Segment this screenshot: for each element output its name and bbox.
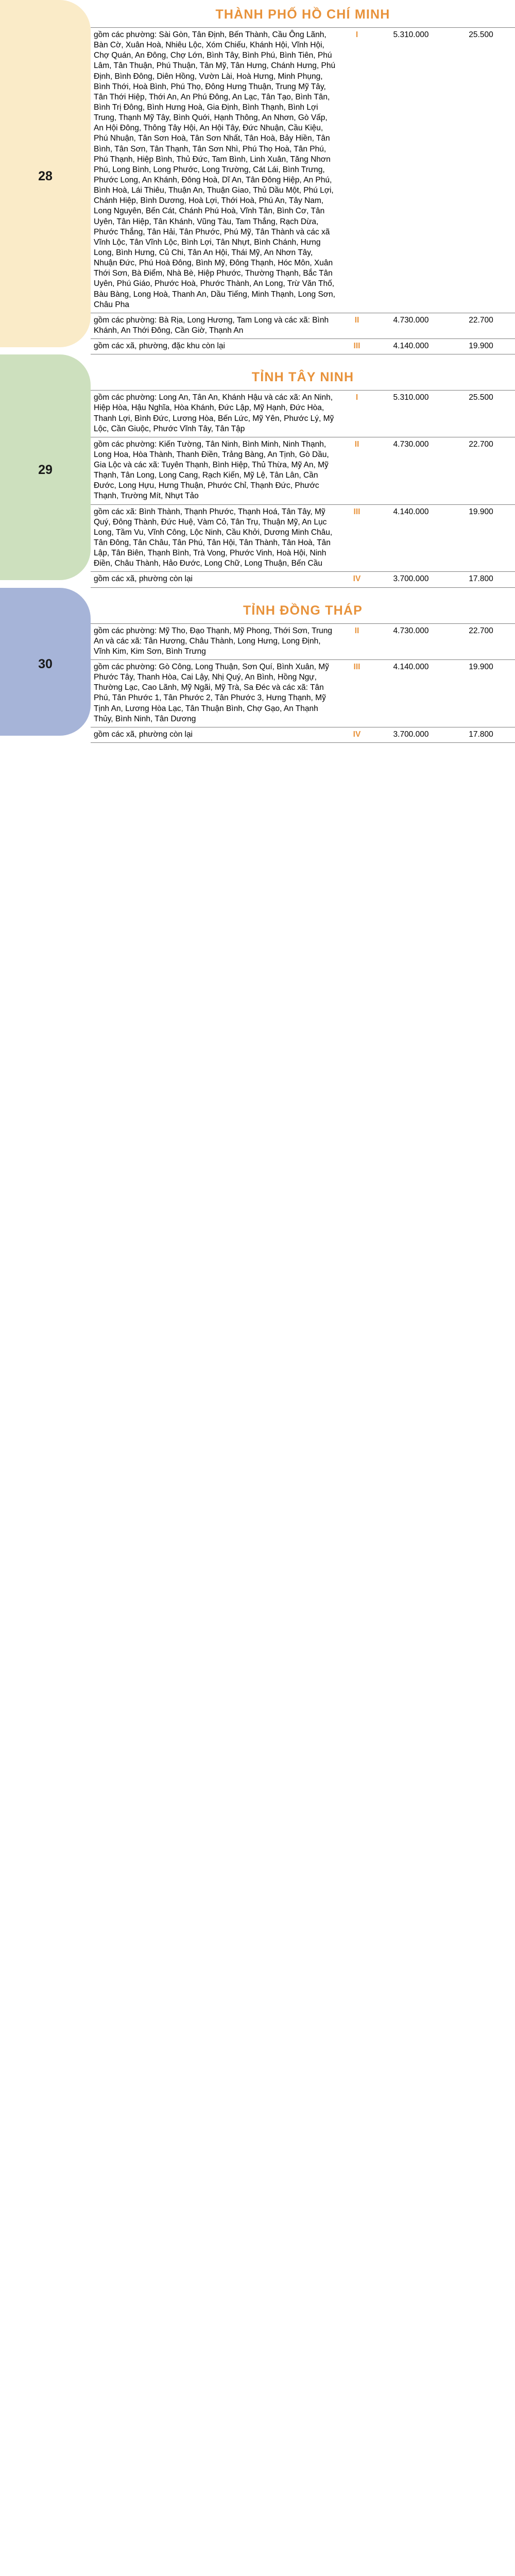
province-table: gồm các phường: Long An, Tân An, Khánh H… (91, 390, 515, 588)
table-row: gồm các xã, phường còn lại IV 3.700.000 17.… (91, 571, 515, 588)
province-block: 28 THÀNH PHỐ HỒ CHÍ MINH gồm các phường: S… (0, 0, 515, 355)
cell-area-value: 5.310.000 (375, 27, 447, 313)
cell-zone: II (339, 436, 375, 505)
cell-description: gồm các phường: Mỹ Tho, Đạo Thạnh, Mỹ Ph… (91, 623, 339, 660)
cell-area-value: 4.730.000 (375, 623, 447, 660)
province-title: TỈNH TÂY NINH (251, 370, 354, 385)
cell-zone: III (339, 338, 375, 355)
table-row: gồm các phường: Mỹ Tho, Đạo Thạnh, Mỹ Ph… (91, 623, 515, 660)
cell-price-value: 22.700 (447, 436, 515, 505)
cell-area-value: 4.730.000 (375, 436, 447, 505)
cell-price-value: 19.900 (447, 659, 515, 727)
cell-area-value: 4.140.000 (375, 504, 447, 572)
cell-zone: II (339, 623, 375, 660)
table-row: gồm các phường: Long An, Tân An, Khánh H… (91, 390, 515, 437)
province-side-tab (0, 354, 91, 581)
table-row: gồm các xã, phường, đặc khu còn lại III 4.… (91, 338, 515, 355)
cell-price-value: 19.900 (447, 338, 515, 355)
province-title: TỈNH ĐỒNG THÁP (243, 603, 363, 618)
cell-description: gồm các xã, phường còn lại (91, 726, 339, 743)
cell-zone: I (339, 27, 375, 313)
table-row: gồm các phường: Sài Gòn, Tân Định, Bến T… (91, 27, 515, 313)
province-block: 29 TỈNH TÂY NINH gồm các phường: Long An, … (0, 354, 515, 588)
cell-area-value: 4.730.000 (375, 312, 447, 340)
table-row: gồm các xã, phường còn lại IV 3.700.000 17.… (91, 726, 515, 743)
cell-area-value: 4.140.000 (375, 338, 447, 355)
cell-description: gồm các phường: Long An, Tân An, Khánh H… (91, 390, 339, 437)
cell-price-value: 22.700 (447, 623, 515, 660)
table-row: gồm các phường: Gò Công, Long Thuận, Sơn… (91, 659, 515, 727)
cell-area-value: 5.310.000 (375, 390, 447, 437)
cell-price-value: 17.800 (447, 571, 515, 588)
cell-zone: II (339, 312, 375, 340)
cell-zone: IV (339, 571, 375, 588)
province-row-number: 28 (38, 169, 53, 183)
cell-area-value: 3.700.000 (375, 726, 447, 743)
cell-description: gồm các phường: Kiến Tường, Tân Ninh, Bì… (91, 436, 339, 505)
province-table: gồm các phường: Sài Gòn, Tân Định, Bến T… (91, 27, 515, 355)
cell-description: gồm các xã: Bình Thành, Thạnh Phước, Thạ… (91, 504, 339, 572)
cell-zone: III (339, 659, 375, 727)
cell-area-value: 4.140.000 (375, 659, 447, 727)
cell-description: gồm các phường: Bà Rịa, Long Hương, Tam … (91, 312, 339, 340)
province-block: 30 TỈNH ĐỒNG THÁP gồm các phường: Mỹ Tho, … (0, 587, 515, 743)
province-row-number: 29 (38, 463, 53, 478)
cell-zone: IV (339, 726, 375, 743)
province-row-number: 30 (38, 657, 53, 672)
cell-zone: III (339, 504, 375, 572)
cell-description: gồm các xã, phường, đặc khu còn lại (91, 338, 339, 355)
table-row: gồm các phường: Kiến Tường, Tân Ninh, Bì… (91, 436, 515, 505)
cell-price-value: 17.800 (447, 726, 515, 743)
province-side-tab (0, 0, 91, 347)
cell-description: gồm các xã, phường còn lại (91, 571, 339, 588)
province-title: THÀNH PHỐ HỒ CHÍ MINH (215, 7, 390, 22)
document-page: 28 THÀNH PHỐ HỒ CHÍ MINH gồm các phường: S… (0, 0, 515, 743)
cell-description: gồm các phường: Gò Công, Long Thuận, Sơn… (91, 659, 339, 727)
table-row: gồm các xã: Bình Thành, Thạnh Phước, Thạ… (91, 504, 515, 572)
province-side-tab (0, 587, 91, 736)
cell-price-value: 25.500 (447, 390, 515, 437)
province-list: 28 THÀNH PHỐ HỒ CHÍ MINH gồm các phường: S… (0, 0, 515, 743)
cell-area-value: 3.700.000 (375, 571, 447, 588)
cell-price-value: 25.500 (447, 27, 515, 313)
cell-description: gồm các phường: Sài Gòn, Tân Định, Bến T… (91, 27, 339, 313)
table-row: gồm các phường: Bà Rịa, Long Hương, Tam … (91, 312, 515, 340)
cell-zone: I (339, 390, 375, 437)
province-table: gồm các phường: Mỹ Tho, Đạo Thạnh, Mỹ Ph… (91, 623, 515, 743)
cell-price-value: 19.900 (447, 504, 515, 572)
cell-price-value: 22.700 (447, 312, 515, 340)
